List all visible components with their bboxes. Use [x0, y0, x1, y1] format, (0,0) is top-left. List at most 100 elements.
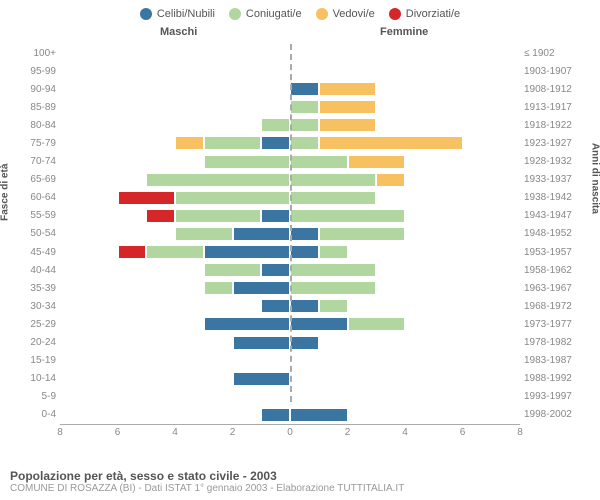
age-label: 25-29: [12, 319, 56, 330]
age-label: 40-44: [12, 265, 56, 276]
bar-seg-m-con: [204, 281, 233, 295]
birth-label: 1953-1957: [524, 247, 586, 258]
birth-label: ≤ 1902: [524, 48, 586, 59]
birth-label: 1998-2002: [524, 409, 586, 420]
bar-seg-f-ved: [319, 118, 377, 132]
bar-seg-m-con: [146, 173, 290, 187]
bar-seg-m-div: [118, 191, 176, 205]
bar-seg-m-div: [146, 209, 175, 223]
age-label: 85-89: [12, 102, 56, 113]
legend-swatch: [316, 8, 328, 20]
age-label: 35-39: [12, 283, 56, 294]
bar-seg-f-cel: [290, 299, 319, 313]
bar-seg-f-con: [319, 299, 348, 313]
bar-seg-f-con: [290, 155, 348, 169]
bar-seg-m-cel: [233, 227, 291, 241]
bar-seg-m-cel: [233, 372, 291, 386]
y-axis-right-title: Anni di nascita: [590, 143, 600, 214]
age-label: 15-19: [12, 355, 56, 366]
bar-seg-m-con: [146, 245, 204, 259]
legend-label: Coniugati/e: [246, 8, 302, 20]
legend-label: Celibi/Nubili: [157, 8, 215, 20]
age-label: 100+: [12, 48, 56, 59]
bar-seg-f-con: [290, 118, 319, 132]
birth-label: 1993-1997: [524, 391, 586, 402]
birth-label: 1938-1942: [524, 192, 586, 203]
bar-seg-f-cel: [290, 408, 348, 422]
bar-seg-m-con: [175, 191, 290, 205]
bar-seg-m-cel: [233, 281, 291, 295]
bar-seg-m-cel: [204, 245, 290, 259]
bar-seg-f-cel: [290, 245, 319, 259]
x-tick: 4: [402, 427, 408, 438]
x-tick: 8: [517, 427, 523, 438]
bar-seg-f-con: [290, 173, 376, 187]
legend-item: Divorziati/e: [389, 8, 460, 20]
legend-swatch: [389, 8, 401, 20]
bar-seg-m-ved: [175, 136, 204, 150]
birth-label: 1968-1972: [524, 301, 586, 312]
x-tick: 8: [57, 427, 63, 438]
bar-seg-f-ved: [376, 173, 405, 187]
bar-seg-f-cel: [290, 82, 319, 96]
birth-label: 1933-1937: [524, 174, 586, 185]
birth-label: 1973-1977: [524, 319, 586, 330]
bar-seg-f-cel: [290, 336, 319, 350]
rows-container: 100+≤ 190295-991903-190790-941908-191285…: [60, 44, 520, 424]
legend-item: Vedovi/e: [316, 8, 375, 20]
birth-label: 1958-1962: [524, 265, 586, 276]
bar-seg-m-cel: [233, 336, 291, 350]
age-label: 95-99: [12, 66, 56, 77]
footer-title: Popolazione per età, sesso e stato civil…: [10, 469, 404, 483]
bar-track: [60, 408, 520, 422]
bar-seg-f-con: [290, 100, 319, 114]
bar-seg-m-con: [175, 227, 233, 241]
chart-footer: Popolazione per età, sesso e stato civil…: [10, 469, 404, 494]
legend: Celibi/Nubili Coniugati/e Vedovi/e Divorzia…: [10, 8, 590, 20]
bar-seg-f-con: [348, 317, 406, 331]
legend-swatch: [229, 8, 241, 20]
bar-seg-m-div: [118, 245, 147, 259]
age-label: 65-69: [12, 174, 56, 185]
bar-seg-m-con: [204, 263, 262, 277]
x-tick: 2: [230, 427, 236, 438]
age-label: 55-59: [12, 210, 56, 221]
bar-seg-m-cel: [204, 317, 290, 331]
age-label: 75-79: [12, 138, 56, 149]
bar-seg-f-con: [290, 209, 405, 223]
legend-swatch: [140, 8, 152, 20]
bar-seg-f-con: [290, 263, 376, 277]
bar-seg-f-cel: [290, 317, 348, 331]
birth-label: 1928-1932: [524, 156, 586, 167]
birth-label: 1978-1982: [524, 337, 586, 348]
x-tick: 4: [172, 427, 178, 438]
legend-item: Coniugati/e: [229, 8, 302, 20]
age-label: 50-54: [12, 228, 56, 239]
age-label: 5-9: [12, 391, 56, 402]
bar-seg-f-con: [319, 245, 348, 259]
bar-seg-f-con: [319, 227, 405, 241]
birth-label: 1903-1907: [524, 66, 586, 77]
y-axis-left-title: Fasce di età: [0, 164, 11, 221]
birth-label: 1908-1912: [524, 84, 586, 95]
age-label: 45-49: [12, 247, 56, 258]
bar-seg-f-cel: [290, 227, 319, 241]
x-tick: 0: [287, 427, 293, 438]
birth-label: 1918-1922: [524, 120, 586, 131]
birth-label: 1963-1967: [524, 283, 586, 294]
age-label: 0-4: [12, 409, 56, 420]
bar-seg-m-cel: [261, 136, 290, 150]
age-label: 90-94: [12, 84, 56, 95]
header-male: Maschi: [160, 26, 197, 38]
age-label: 10-14: [12, 373, 56, 384]
column-headers: Maschi Femmine: [10, 26, 590, 42]
header-female: Femmine: [380, 26, 428, 38]
bar-seg-m-con: [261, 118, 290, 132]
age-label: 70-74: [12, 156, 56, 167]
bar-seg-f-con: [290, 191, 376, 205]
bar-seg-f-ved: [319, 100, 377, 114]
birth-label: 1983-1987: [524, 355, 586, 366]
bar-seg-m-con: [175, 209, 261, 223]
bar-seg-f-ved: [319, 136, 463, 150]
center-line: [290, 44, 292, 402]
